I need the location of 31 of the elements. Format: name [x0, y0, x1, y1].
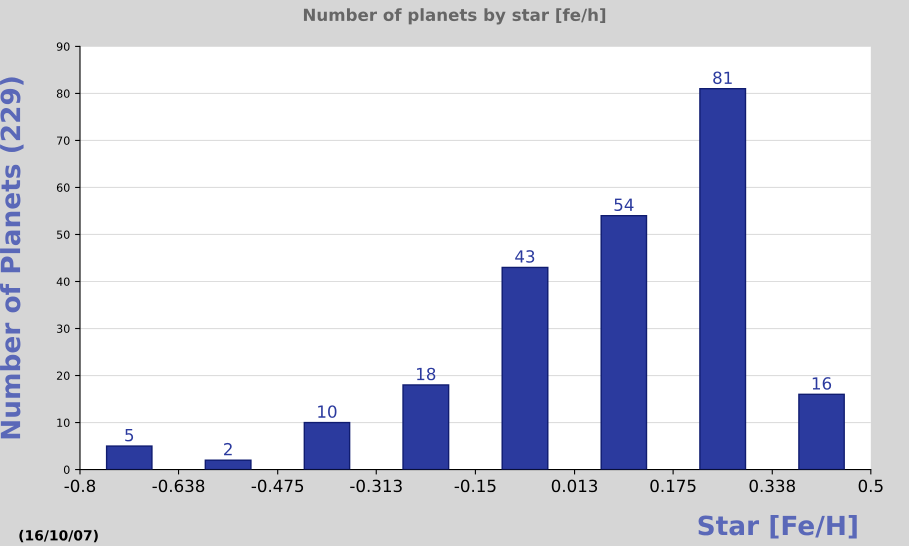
x-tick-label: 0.013	[552, 480, 598, 492]
y-axis-title: Number of Planets (229)	[0, 77, 24, 438]
data-label: 16	[812, 377, 832, 390]
x-tick-label: -0.313	[350, 480, 402, 492]
x-tick-label: -0.15	[454, 480, 496, 492]
y-tick-label: 10	[57, 418, 70, 427]
y-tick-label: 90	[56, 42, 70, 51]
x-tick-label: 0.5	[858, 480, 883, 492]
x-tick-label: -0.638	[152, 480, 204, 492]
data-label: 43	[515, 250, 534, 263]
y-tick-label: 80	[56, 89, 70, 98]
data-label: 54	[614, 198, 634, 212]
x-tick-label: -0.475	[252, 480, 304, 492]
y-tick-label: 20	[56, 372, 70, 380]
y-tick-label: 50	[56, 230, 70, 239]
x-tick-label: 0.338	[750, 480, 795, 492]
x-axis-title: Star [Fe/H]	[698, 515, 857, 539]
data-label: 81	[713, 72, 732, 84]
y-tick-label: 30	[56, 324, 70, 333]
y-tick-label: 40	[56, 277, 70, 286]
x-tick-label: -0.8	[64, 480, 96, 492]
y-tick-label: 0	[64, 466, 70, 474]
y-tick-label: 60	[56, 183, 70, 192]
chart-title: Number of planets by star [fe/h]	[304, 8, 606, 24]
data-label: 10	[318, 405, 336, 418]
data-label: 18	[417, 368, 436, 380]
y-tick-label: 70	[57, 136, 70, 145]
x-tick-label: 0.175	[650, 480, 696, 492]
text: (16/10/07)	[19, 530, 98, 542]
data-label: 2	[224, 442, 232, 456]
data-label: 5	[125, 429, 134, 442]
